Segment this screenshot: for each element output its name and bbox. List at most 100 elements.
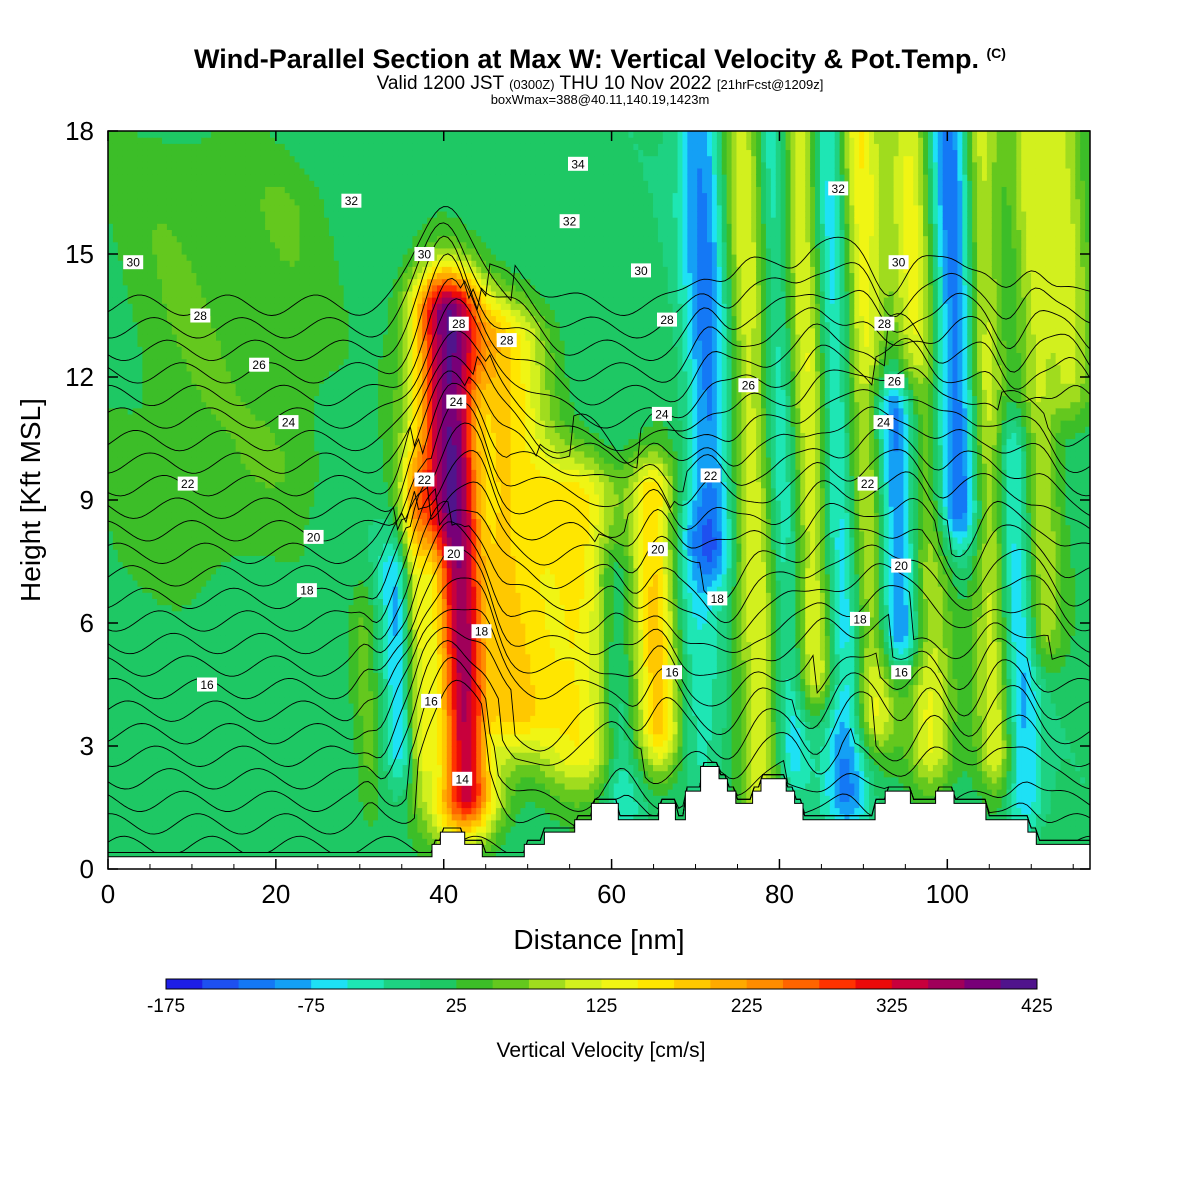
heat-cell	[137, 457, 143, 464]
heat-cell	[142, 494, 148, 501]
heat-cell	[137, 660, 143, 667]
heat-cell	[191, 457, 197, 464]
heat-cell	[123, 734, 129, 741]
heat-cell	[191, 371, 197, 378]
heat-cell	[182, 463, 188, 470]
heat-cell	[162, 598, 168, 605]
heat-cell	[162, 272, 168, 279]
heat-cell	[118, 654, 124, 661]
heat-cell	[123, 451, 129, 458]
heat-cell	[123, 340, 129, 347]
heat-cell	[133, 746, 139, 753]
heat-cell	[147, 414, 153, 421]
heat-cell	[142, 248, 148, 255]
heat-cell	[142, 303, 148, 310]
heat-cell	[167, 383, 173, 390]
heat-cell	[113, 500, 119, 507]
heat-cell	[128, 838, 134, 845]
heat-cell	[167, 371, 173, 378]
heat-cell	[157, 211, 163, 218]
heat-cell	[147, 180, 153, 187]
heat-cell	[133, 777, 139, 784]
heat-cell	[123, 488, 129, 495]
heat-cell	[177, 826, 183, 833]
heat-cell	[152, 500, 158, 507]
heat-cell	[118, 408, 124, 415]
heat-cell	[162, 248, 168, 255]
heat-cell	[167, 721, 173, 728]
heat-cell	[177, 500, 183, 507]
heat-cell	[128, 801, 134, 808]
heat-cell	[113, 174, 119, 181]
heat-cell	[133, 303, 139, 310]
heat-cell	[133, 728, 139, 735]
heat-cell	[128, 143, 134, 150]
heat-cell	[172, 832, 178, 839]
heat-cell	[187, 801, 193, 808]
heat-cell	[123, 303, 129, 310]
heat-cell	[157, 512, 163, 519]
heat-cell	[142, 322, 148, 329]
heat-cell	[142, 629, 148, 636]
heat-cell	[177, 623, 183, 630]
heat-cell	[113, 654, 119, 661]
heat-cell	[118, 808, 124, 815]
heat-cell	[128, 432, 134, 439]
heat-cell	[152, 844, 158, 851]
heat-cell	[191, 537, 197, 544]
heat-cell	[182, 562, 188, 569]
heat-cell	[137, 137, 143, 144]
heat-cell	[167, 389, 173, 396]
heat-cell	[177, 801, 183, 808]
heat-cell	[108, 555, 114, 562]
heat-cell	[152, 211, 158, 218]
heat-cell	[162, 623, 168, 630]
heat-cell	[137, 820, 143, 827]
heat-cell	[172, 229, 178, 236]
heat-cell	[167, 740, 173, 747]
heat-cell	[187, 783, 193, 790]
heat-cell	[133, 162, 139, 169]
heat-cell	[162, 143, 168, 150]
heat-cell	[177, 611, 183, 618]
heat-cell	[118, 635, 124, 642]
heat-cell	[137, 162, 143, 169]
heat-cell	[182, 389, 188, 396]
heat-cell	[167, 199, 173, 206]
heat-cell	[133, 654, 139, 661]
heat-cell	[113, 346, 119, 353]
heat-cell	[133, 309, 139, 316]
heat-cell	[182, 180, 188, 187]
heat-cell	[167, 414, 173, 421]
heat-cell	[157, 617, 163, 624]
heat-cell	[177, 543, 183, 550]
heat-cell	[187, 685, 193, 692]
heat-cell	[187, 826, 193, 833]
heat-cell	[147, 740, 153, 747]
heat-cell	[187, 654, 193, 661]
heat-cell	[133, 143, 139, 150]
heat-cell	[118, 143, 124, 150]
heat-cell	[142, 789, 148, 796]
heat-cell	[108, 771, 114, 778]
heat-cell	[113, 457, 119, 464]
heat-cell	[108, 254, 114, 261]
heat-cell	[167, 359, 173, 366]
heat-cell	[123, 685, 129, 692]
heat-cell	[108, 279, 114, 286]
heat-cell	[128, 734, 134, 741]
heat-cell	[137, 408, 143, 415]
heat-cell	[108, 236, 114, 243]
heat-cell	[123, 309, 129, 316]
heat-cell	[137, 721, 143, 728]
heat-cell	[133, 801, 139, 808]
heat-cell	[123, 549, 129, 556]
heat-cell	[182, 223, 188, 230]
heat-cell	[123, 611, 129, 618]
heat-cell	[147, 248, 153, 255]
heat-cell	[142, 635, 148, 642]
heat-cell	[142, 611, 148, 618]
heat-cell	[133, 340, 139, 347]
heat-cell	[157, 783, 163, 790]
heat-cell	[152, 549, 158, 556]
